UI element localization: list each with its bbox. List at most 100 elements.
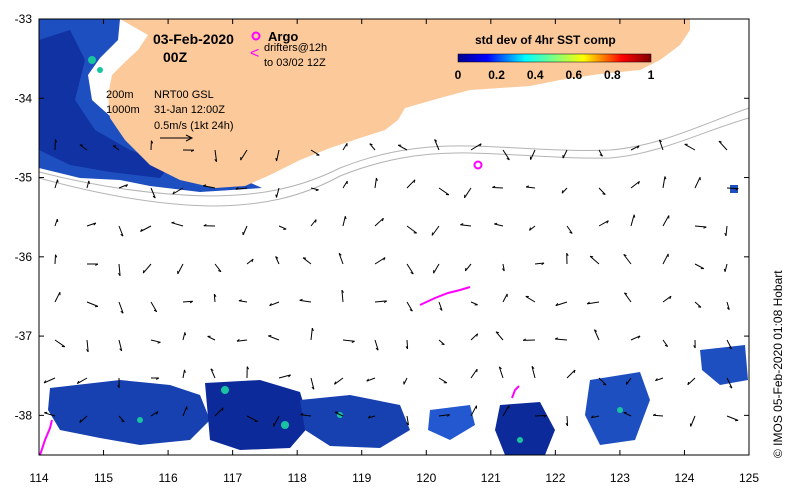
current-vector xyxy=(694,225,707,228)
current-vector xyxy=(214,149,218,162)
current-vector-head xyxy=(118,273,121,277)
current-vector-head xyxy=(55,254,58,258)
current-vector-head xyxy=(315,219,317,223)
current-vector-head xyxy=(464,267,467,271)
current-vector-head xyxy=(140,228,143,232)
current-vector-head xyxy=(369,143,373,146)
current-vector xyxy=(182,406,188,417)
current-vector-head xyxy=(522,338,527,341)
current-vector-head xyxy=(121,420,125,423)
current-vector xyxy=(434,139,440,151)
x-tick-label: 121 xyxy=(481,471,501,485)
current-vector-head xyxy=(189,300,193,304)
current-vectors xyxy=(43,139,739,427)
colorbar-tick-label: 0 xyxy=(455,68,462,82)
current-vector xyxy=(724,263,728,272)
current-vector-head xyxy=(495,331,499,334)
current-vector xyxy=(374,339,379,351)
current-vector xyxy=(369,143,376,151)
current-vector xyxy=(338,253,344,265)
current-vector-head xyxy=(413,179,416,183)
current-vector-head xyxy=(586,301,590,305)
current-vector xyxy=(177,263,184,275)
current-vector-head xyxy=(375,347,379,351)
current-vector-head xyxy=(726,307,730,311)
current-vector xyxy=(662,253,669,265)
current-vector-head xyxy=(476,333,479,337)
current-vector-head xyxy=(275,194,277,198)
current-vector xyxy=(310,377,315,390)
current-vector-head xyxy=(603,383,607,386)
colorbar-tick-label: 1 xyxy=(648,68,655,82)
current-vector xyxy=(598,220,609,227)
current-vector-head xyxy=(203,223,207,227)
current-vector xyxy=(406,225,417,234)
current-vector xyxy=(470,333,478,341)
current-vector xyxy=(464,187,472,199)
current-vector-head xyxy=(659,139,662,143)
current-vector xyxy=(300,414,312,417)
date-label: 03-Feb-2020 xyxy=(153,31,234,47)
current-vector xyxy=(406,263,414,275)
current-vector xyxy=(562,149,568,159)
current-vector-head xyxy=(246,366,250,370)
current-vector xyxy=(240,149,248,161)
current-vector xyxy=(529,225,536,231)
current-vector xyxy=(214,407,224,417)
current-vector xyxy=(502,263,505,272)
current-vector xyxy=(269,301,280,307)
current-vector xyxy=(662,176,666,189)
current-vector xyxy=(598,187,606,195)
sst-patch-west-dark xyxy=(39,30,170,178)
current-vector xyxy=(366,377,376,382)
current-vector xyxy=(438,414,450,417)
current-vector-head xyxy=(366,378,369,382)
current-vector xyxy=(623,254,632,265)
current-vector-head xyxy=(288,374,291,378)
current-vector xyxy=(86,301,99,307)
current-vector-head xyxy=(409,309,413,312)
current-vector-head xyxy=(494,222,498,225)
current-vector-head xyxy=(590,255,594,258)
current-vector-head xyxy=(315,189,319,192)
bathymetry-contours xyxy=(39,107,749,207)
x-tick-label: 123 xyxy=(610,471,630,485)
current-vector xyxy=(182,300,193,303)
scale-label: 0.5m/s (1kt 24h) xyxy=(154,120,233,132)
current-vector-head xyxy=(479,143,482,147)
current-vector-head xyxy=(569,231,573,234)
current-vector-head xyxy=(561,190,564,194)
current-vector xyxy=(598,149,603,157)
contour-200-label: 200m xyxy=(106,89,134,101)
current-vector xyxy=(433,263,440,274)
y-tick-label: -35 xyxy=(15,171,33,185)
current-vector xyxy=(591,415,600,419)
current-vector-head xyxy=(729,385,733,389)
current-vector-head xyxy=(311,327,314,332)
current-vector-head xyxy=(235,187,239,190)
colorbar-tick-label: 0.8 xyxy=(604,68,621,82)
current-vector xyxy=(534,262,545,265)
current-vector-head xyxy=(460,223,464,226)
credit-label: © IMOS 05-Feb-2020 01:08 Hobart xyxy=(771,270,785,458)
current-vector xyxy=(492,187,504,189)
current-vector-head xyxy=(590,415,594,419)
current-vector-head xyxy=(153,309,157,313)
current-vector xyxy=(530,149,536,160)
current-vector xyxy=(495,331,504,341)
current-vector xyxy=(566,415,569,426)
current-vector xyxy=(623,412,632,417)
sst-speckles xyxy=(88,56,623,443)
current-vector xyxy=(210,368,216,379)
current-vector-head xyxy=(44,411,48,414)
current-vector xyxy=(561,187,568,194)
current-vector xyxy=(694,176,701,189)
current-vector xyxy=(203,185,216,189)
current-vector-head xyxy=(492,185,496,188)
current-vector xyxy=(494,223,504,227)
current-vector-head xyxy=(383,300,387,304)
current-vector xyxy=(374,300,387,303)
source-date-label: 31-Jan 12:00Z xyxy=(154,104,225,116)
current-vector xyxy=(54,291,61,303)
current-vector-head xyxy=(300,413,304,416)
